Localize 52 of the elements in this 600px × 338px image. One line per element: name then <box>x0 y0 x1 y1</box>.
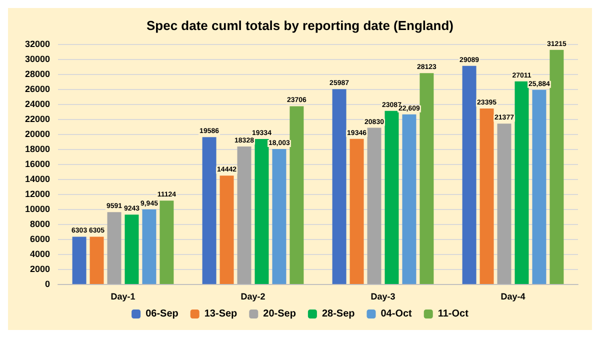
bar <box>290 106 304 284</box>
bar <box>367 128 382 284</box>
y-tick-label: 20000 <box>24 129 50 139</box>
bar <box>514 81 529 284</box>
bar <box>462 66 476 284</box>
x-tick-label: Day-3 <box>370 292 396 302</box>
legend-label: 13-Sep <box>204 308 238 320</box>
bar <box>124 214 139 284</box>
legend-label: 04-Oct <box>380 308 413 320</box>
y-tick-label: 8000 <box>30 219 50 229</box>
y-tick-label: 28000 <box>24 69 50 79</box>
bar <box>72 236 86 284</box>
bar <box>420 73 434 284</box>
y-tick-label: 4000 <box>30 249 50 259</box>
y-tick-label: 6000 <box>30 234 50 244</box>
bar <box>90 236 104 284</box>
bar <box>202 137 216 284</box>
y-tick-label: 30000 <box>24 54 50 64</box>
y-tick-label: 10000 <box>24 204 50 214</box>
x-tick-label: Day-1 <box>110 292 136 302</box>
bar <box>350 138 364 284</box>
legend-label: 28-Sep <box>322 308 355 320</box>
bar <box>220 176 234 284</box>
y-tick-label: 32000 <box>24 39 50 49</box>
chart-title: Spec date cuml totals by reporting date (England) <box>146 18 454 33</box>
bar <box>160 200 174 284</box>
y-tick-label: 16000 <box>24 159 50 169</box>
bar <box>254 138 269 284</box>
x-tick-label: Day-2 <box>240 292 266 302</box>
bar <box>107 212 122 284</box>
y-tick-label: 26000 <box>24 84 50 94</box>
y-tick-label: 12000 <box>24 189 50 199</box>
bar <box>480 108 494 284</box>
y-tick-label: 24000 <box>24 99 50 109</box>
legend-label: 11-Oct <box>438 308 470 320</box>
bar <box>497 124 512 284</box>
bar <box>402 114 416 284</box>
bar <box>532 90 546 284</box>
y-tick-label: 14000 <box>24 174 50 184</box>
bar <box>332 89 346 284</box>
bar <box>237 146 252 284</box>
legend-label: 06-Sep <box>146 308 178 320</box>
bar <box>142 209 156 284</box>
y-tick-label: 2000 <box>30 264 50 274</box>
legend-label: 20-Sep <box>263 308 296 320</box>
bar <box>272 148 286 284</box>
y-tick-label: 22000 <box>24 114 50 124</box>
x-tick-label: Day-4 <box>500 292 526 302</box>
y-tick-label: 0 <box>44 279 50 289</box>
y-tick-label: 18000 <box>24 144 50 154</box>
bar <box>550 50 564 284</box>
bar <box>384 110 399 284</box>
